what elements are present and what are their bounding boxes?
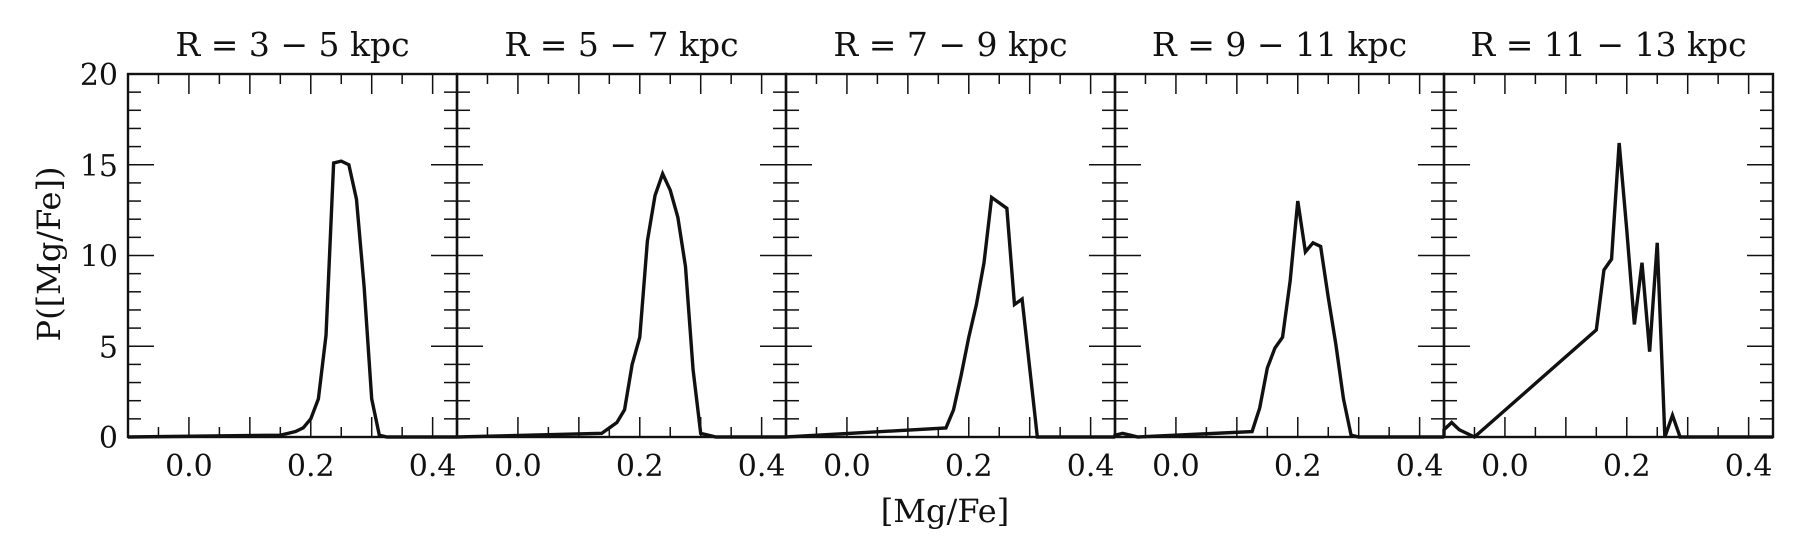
x-tick-label: 0.2 xyxy=(1603,449,1651,484)
histogram-bin xyxy=(999,203,1007,437)
panel-frame xyxy=(126,72,459,439)
histogram-bin xyxy=(1596,330,1604,437)
histogram-bin xyxy=(1604,270,1612,437)
histogram-line xyxy=(785,194,1115,439)
histogram-bin xyxy=(632,364,640,437)
histogram-bin xyxy=(670,190,678,437)
histogram-bin xyxy=(969,337,977,437)
panel-frame xyxy=(784,72,1117,439)
y-tick-label: 15 xyxy=(80,149,118,184)
panel-title: R = 3 − 5 kpc xyxy=(175,25,409,64)
histogram-bin xyxy=(1260,408,1268,437)
x-tick-label: 0.2 xyxy=(945,449,993,484)
histogram-line xyxy=(1442,142,1773,440)
histogram-bin xyxy=(961,375,969,437)
histogram-bin xyxy=(1283,337,1291,437)
histogram-bin xyxy=(625,410,633,437)
x-tick-label: 0.0 xyxy=(823,449,871,484)
x-tick-label: 0.0 xyxy=(165,449,213,484)
panels: R = 3 − 5 kpc 0.0 0.2 0.4 0 5 10 15 20 R = 5 − 7 … xyxy=(80,25,1775,484)
histogram-bin xyxy=(318,399,326,437)
panel-frame xyxy=(1113,72,1446,439)
y-axis-label: P([Mg/Fe]) xyxy=(30,167,68,342)
panel-4: R = 9 − 11 kpc 0.0 0.2 0.4 xyxy=(1113,25,1446,484)
histogram-bin xyxy=(303,428,311,437)
histogram-bin xyxy=(1305,252,1313,437)
panel-title: R = 11 − 13 kpc xyxy=(1470,25,1746,64)
histogram-line xyxy=(127,159,457,439)
histogram-bin xyxy=(976,305,984,438)
histogram-bin xyxy=(1290,281,1298,437)
histogram-bin xyxy=(1650,352,1658,437)
histogram-bin xyxy=(647,241,655,437)
histogram-bin xyxy=(640,337,648,437)
panel-title: R = 5 − 7 kpc xyxy=(504,25,738,64)
histogram-bin xyxy=(1612,259,1620,437)
x-tick-label: 0.0 xyxy=(1152,449,1200,484)
panel-frame xyxy=(1442,72,1775,439)
x-tick-label: 0.4 xyxy=(738,449,786,484)
histogram-bin xyxy=(341,161,349,437)
histogram-bin xyxy=(1267,368,1275,437)
x-tick-label: 0.4 xyxy=(1067,449,1115,484)
x-tick-label: 0.4 xyxy=(1725,449,1773,484)
panel-5: R = 11 − 13 kpc 0.0 0.2 0.4 xyxy=(1442,25,1775,484)
y-tick-label: 20 xyxy=(80,58,118,93)
histogram-bin xyxy=(334,163,342,437)
x-tick-label: 0.2 xyxy=(616,449,664,484)
panel-title: R = 9 − 11 kpc xyxy=(1152,25,1407,64)
x-tick-label: 0.0 xyxy=(494,449,542,484)
panel-title: R = 7 − 9 kpc xyxy=(833,25,1067,64)
histogram-bin xyxy=(609,428,617,437)
histogram-line xyxy=(456,169,786,439)
y-tick-label: 5 xyxy=(99,330,118,365)
x-tick-label: 0.2 xyxy=(287,449,335,484)
histogram-bin xyxy=(1313,243,1321,437)
x-tick-label: 0.2 xyxy=(1274,449,1322,484)
x-tick-label: 0.4 xyxy=(1396,449,1444,484)
panel-1: R = 3 − 5 kpc 0.0 0.2 0.4 0 5 10 15 20 xyxy=(80,25,459,484)
histogram-bin xyxy=(1014,305,1022,438)
histogram-bin xyxy=(954,410,962,437)
histogram-bin xyxy=(984,263,992,437)
histogram-bin xyxy=(992,197,1000,437)
y-tick-label: 0 xyxy=(99,421,118,456)
histogram-bin xyxy=(1634,324,1642,437)
histogram-line xyxy=(1113,200,1444,439)
panel-3: R = 7 − 9 kpc 0.0 0.2 0.4 xyxy=(784,25,1117,484)
x-tick-label: 0.4 xyxy=(409,449,457,484)
x-tick-label: 0.0 xyxy=(1481,449,1529,484)
histogram-bin xyxy=(1275,348,1283,437)
histogram-bin xyxy=(311,419,319,437)
panel-frame xyxy=(455,72,788,439)
x-axis-label: [Mg/Fe] xyxy=(881,492,1009,530)
histogram-bin xyxy=(663,174,671,437)
histogram-bin xyxy=(655,196,663,437)
histogram-bin xyxy=(326,335,334,437)
histogram-bin xyxy=(617,422,625,437)
y-tick-label: 10 xyxy=(80,240,118,275)
panel-2: R = 5 − 7 kpc 0.0 0.2 0.4 xyxy=(455,25,788,484)
